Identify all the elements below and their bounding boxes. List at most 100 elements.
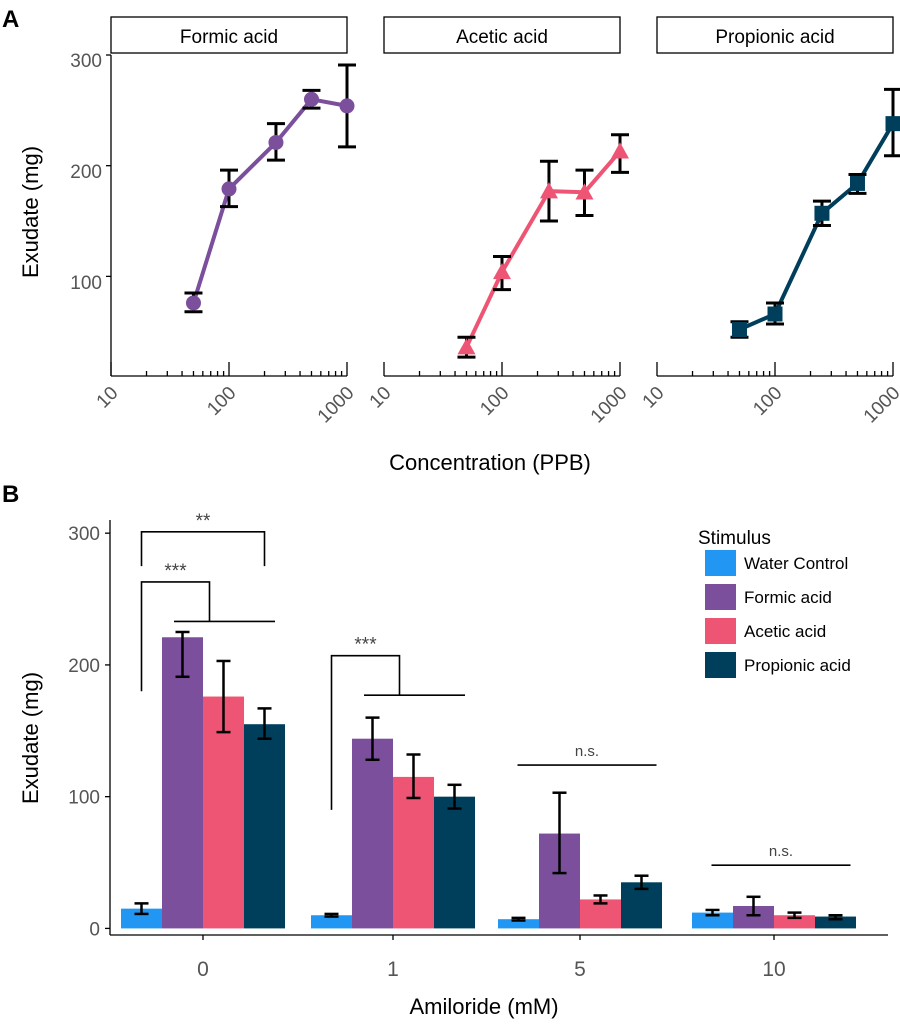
x-tick-label: 100 [749,383,786,420]
panel-a-ytick-label: 300 [70,51,102,72]
x-tick-label: 1000 [860,383,900,428]
significance-label: ** [196,511,211,532]
panel-b-xtick-label: 5 [574,958,586,981]
significance-bracket [140,581,211,692]
data-point [814,205,830,221]
error-bar [365,716,380,762]
data-point [849,175,865,191]
bar-acetic-acid [203,696,244,929]
bar-acetic-acid [774,915,815,929]
panel-b-y-axis-label: Exudate (mg) [18,672,43,804]
series-line [191,97,348,304]
data-point [885,116,900,132]
data-point [731,322,747,338]
panel-b-ytick-label: 100 [68,788,100,809]
significance-label: n.s. [769,843,793,860]
legend-key-acetic-acid [705,618,736,644]
data-point [611,142,629,159]
significance-label: *** [354,635,377,656]
data-point [268,134,284,150]
error-bar [552,791,567,875]
facet-title: Formic acid [180,27,278,48]
facet-plot-propionic-acid: 10 100 1000 [639,87,900,428]
significance-label: *** [164,561,187,582]
legend-title: Stimulus [698,528,771,549]
error-bar [634,874,649,891]
bar-propionic-acid [434,796,475,929]
significance-annotation: ** [140,511,266,567]
facet-title: Propionic acid [715,27,834,48]
x-tick-label: 100 [203,383,240,420]
legend: Stimulus Water Control Formic acid Aceti… [698,528,851,678]
bar-water-control [692,912,733,929]
facet-strip [383,16,621,54]
panel-b-xtick-label: 10 [762,958,785,981]
error-bar [746,895,761,917]
bar-formic-acid [162,637,203,929]
data-point [493,262,511,280]
x-tick-label: 10 [93,383,123,413]
legend-label-acetic-acid: Acetic acid [744,622,826,641]
panel-a-ytick-label: 200 [70,162,102,183]
significance-annotation: n.s. [711,843,851,866]
legend-label-water-control: Water Control [744,554,848,573]
data-point [575,183,594,200]
bar-propionic-acid [815,916,856,929]
panel-a-ytick-label: 100 [70,273,102,294]
significance-annotation: *** [330,635,465,810]
error-bar [216,659,231,734]
error-bar [593,894,608,905]
panel-a-label: A [2,6,19,33]
legend-key-formic-acid [705,584,736,610]
bar-water-control [121,908,162,929]
series-line [464,149,622,349]
panel-b-xtick-label: 0 [197,958,209,981]
significance-annotation: n.s. [517,743,657,766]
panel-b-x-axis-label: Amiloride (mM) [409,994,558,1019]
data-point [185,295,201,311]
error-bar [324,912,339,918]
panel-b-ytick-label: 300 [68,524,100,545]
panel-a-x-axis-label: Concentration (PPB) [389,450,591,475]
data-point [221,181,237,197]
panel-b-label: B [2,481,19,508]
x-tick-label: 10 [639,383,669,413]
error-bar [447,783,462,810]
panel-b-ytick-label: 0 [89,919,100,940]
x-tick-label: 10 [366,383,396,413]
error-bar [787,911,802,920]
legend-key-propionic-acid [705,652,736,678]
error-bar [828,913,843,921]
facet-strip [656,16,894,54]
legend-key-water-control [705,550,736,576]
significance-label: n.s. [575,743,599,760]
facet-strip [110,16,348,54]
facet-plot-formic-acid: 10 100 1000 [93,63,359,428]
facet-plot-acetic-acid: 10 100 1000 [366,133,632,427]
panel-a-y-axis-label: Exudate (mg) [18,146,43,278]
legend-label-formic-acid: Formic acid [744,588,832,607]
significance-bracket [330,654,401,810]
panel-a: A Exudate (mg) 300 200 100 Formic acid A… [2,6,900,475]
x-tick-label: 100 [476,383,513,420]
facet-plots: 10 100 1000 10 100 1000 10 100 1000 [93,54,900,428]
data-point [767,306,783,322]
bar-formic-acid [733,906,774,929]
bar-water-control [498,919,539,929]
bar-formic-acid [352,738,393,929]
error-bar [511,916,526,922]
panel-b-xtick-label: 1 [387,958,399,981]
x-tick-label: 1000 [314,383,359,428]
data-point [457,338,476,355]
facet-formic: Formic acid [110,16,348,54]
significance-bracket [140,531,266,567]
facet-propionic: Propionic acid [656,16,894,54]
bar-water-control [311,915,352,929]
significance-annotation: *** [140,561,275,692]
legend-label-propionic-acid: Propionic acid [744,656,851,675]
bar-acetic-acid [393,776,434,929]
error-bar [705,908,720,917]
